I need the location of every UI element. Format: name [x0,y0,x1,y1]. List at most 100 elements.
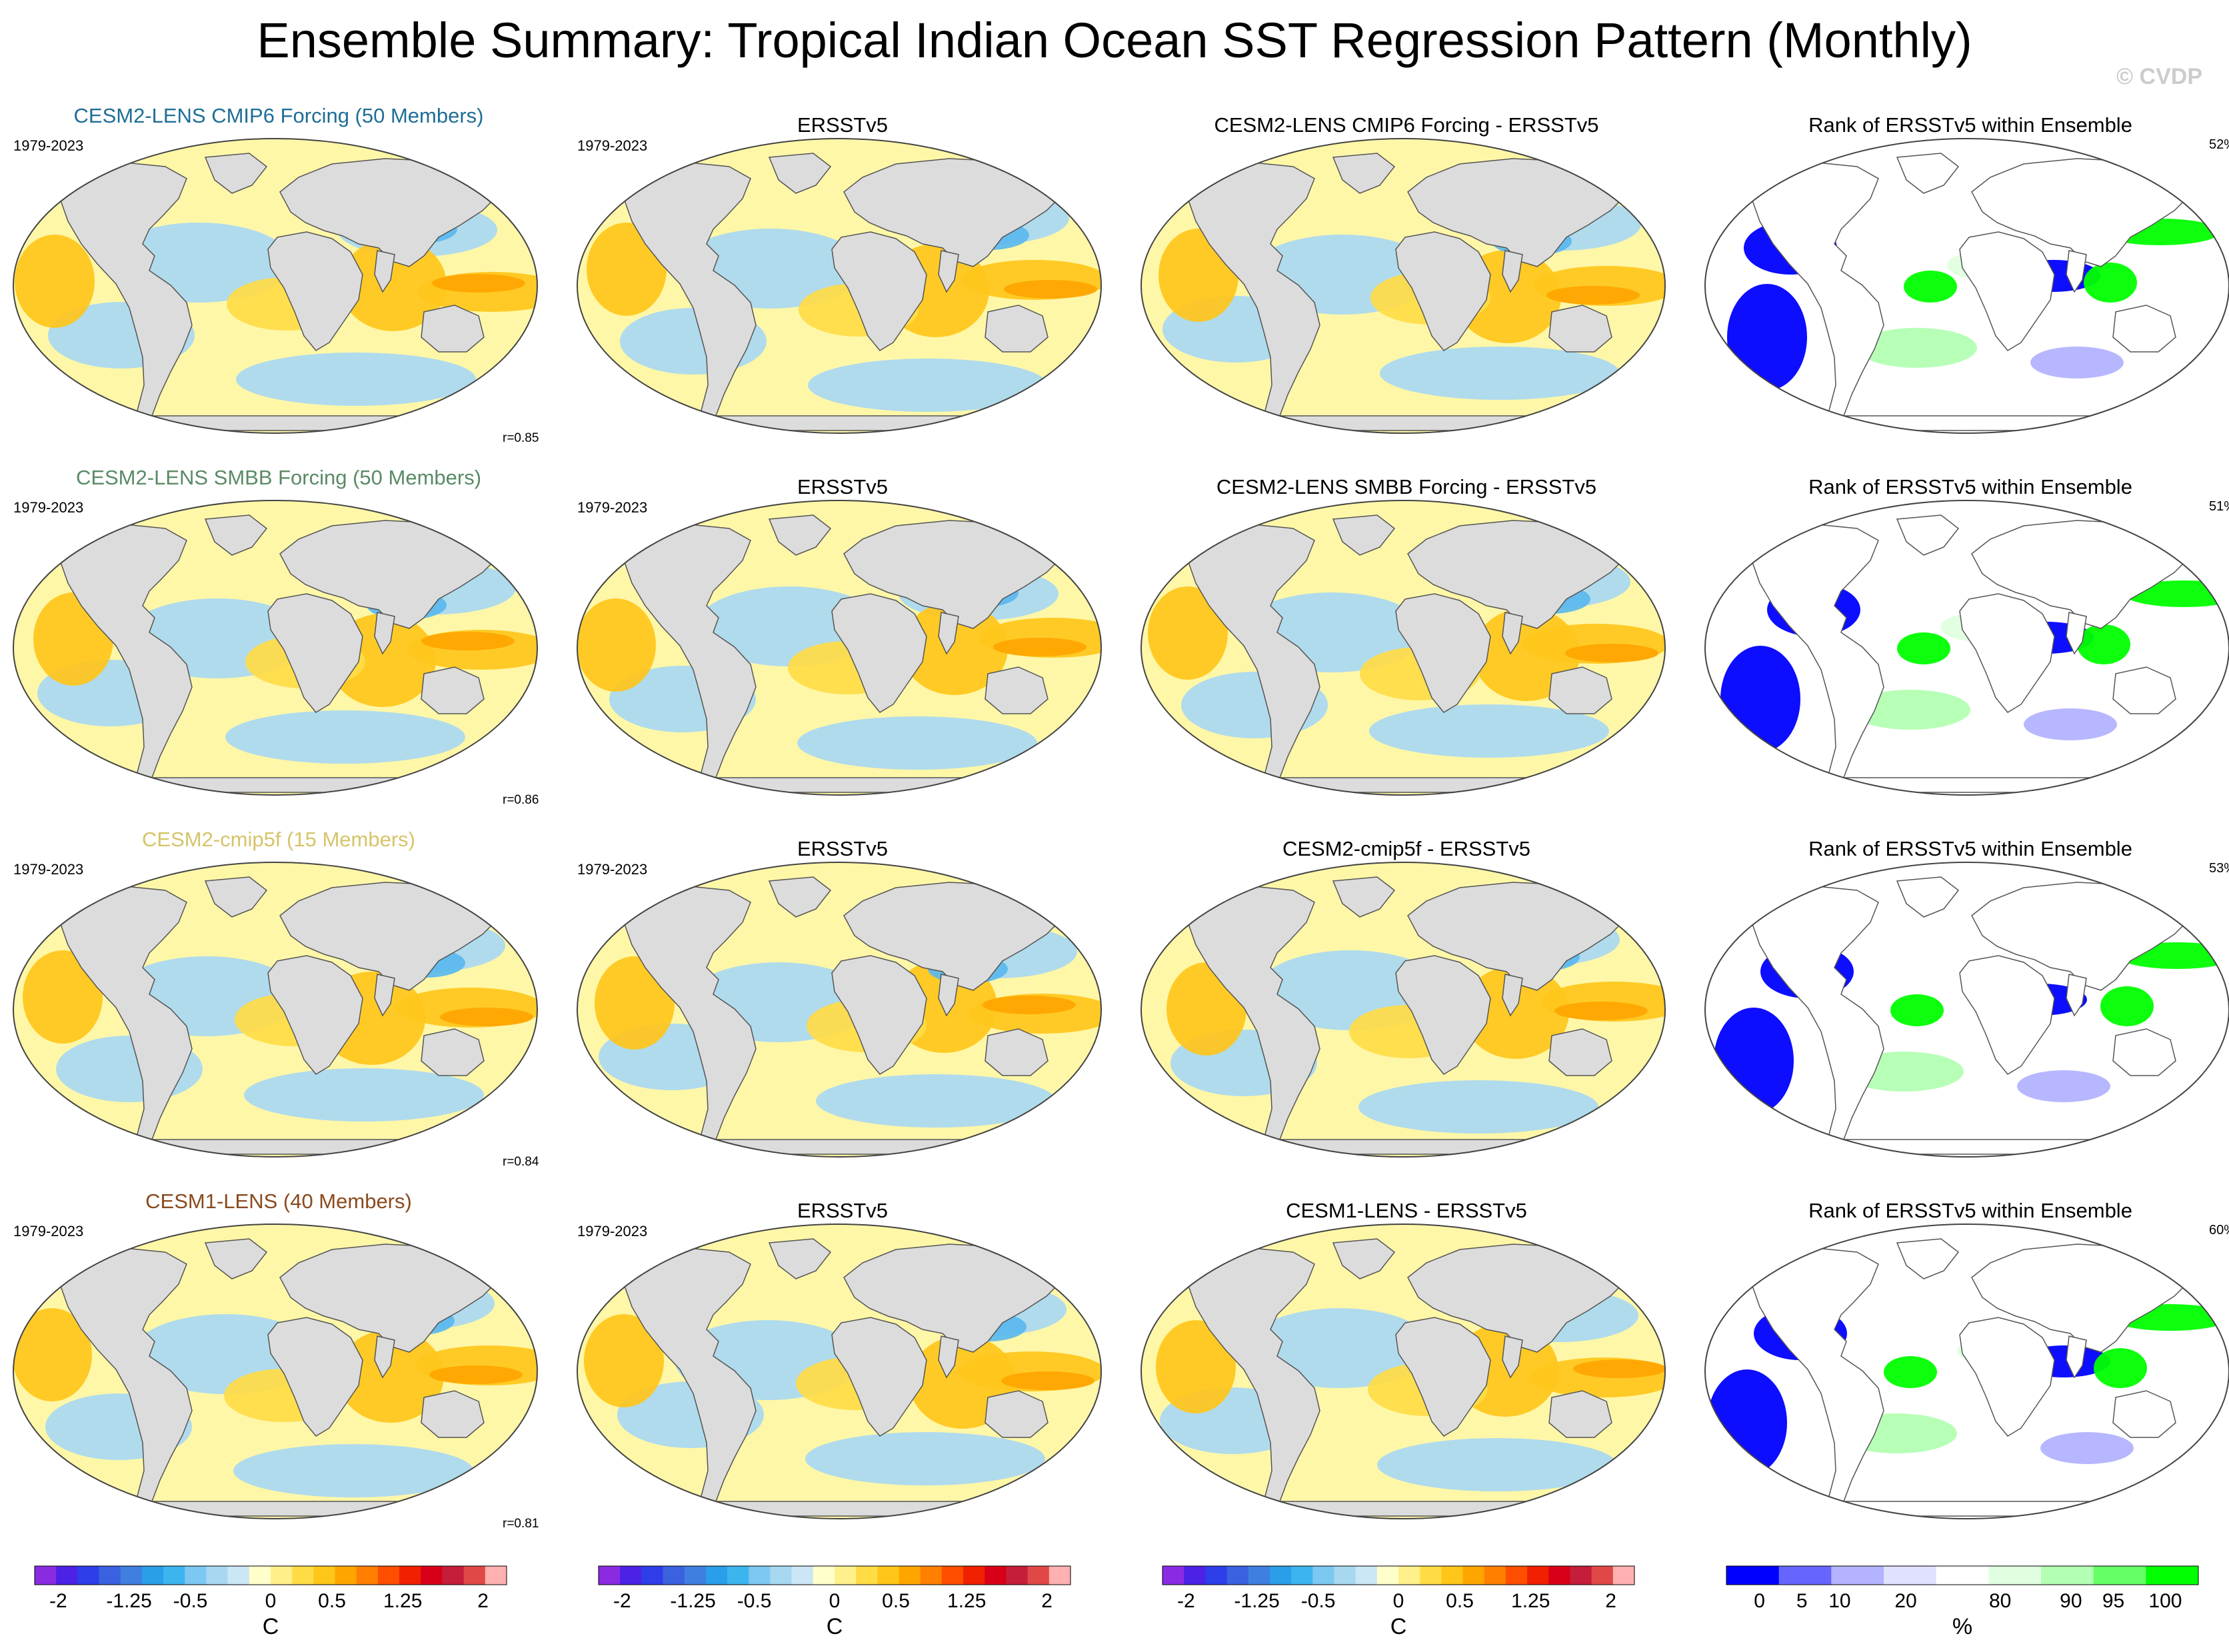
land-greenland [1332,1238,1396,1279]
panel-model-row4: CESM1-LENS (40 Members) 1979-2023 r=0.81 [0,1190,557,1554]
land-antarctica [97,777,453,793]
colorbar-swatch [56,1566,78,1585]
colorbar-swatch [1441,1566,1464,1585]
land-americas [623,886,757,1153]
figure-title: Ensemble Summary: Tropical Indian Ocean … [257,13,1972,68]
land-antarctica [661,777,1017,793]
colorbar-swatch [1527,1566,1549,1585]
land-australia [2112,1028,2176,1076]
colorbar-swatch [2093,1566,2146,1585]
land-americas [59,524,193,791]
land-australia [421,1028,485,1076]
colorbar-swatch [227,1566,250,1585]
colorbar-swatch [77,1566,100,1585]
land-africa [831,231,927,351]
world-map-diff [1140,500,1666,796]
period-label: 1979-2023 [577,499,648,516]
colorbar-swatch [99,1566,121,1585]
world-map-rank [1704,1224,2229,1519]
land-greenland [204,153,268,194]
colorbar-swatch [1312,1566,1334,1585]
colorbar-tick-label: 90 [2060,1590,2082,1612]
land-australia [1548,1390,1612,1438]
land-australia [2112,305,2176,353]
period-label: 1979-2023 [577,861,648,878]
land-eurasia [1971,1243,2193,1353]
land-india [2066,1335,2087,1379]
land-americas [623,162,757,429]
land-americas [1751,524,1884,791]
panel-title: CESM1-LENS (40 Members) [145,1190,412,1213]
sst-colorbar: -2 -1.25 -0.5 0 0.5 1.25 2 C [0,1563,557,1650]
panel-model-row2: CESM2-LENS SMBB Forcing (50 Members) 1979… [0,466,557,830]
panel-obs-row3: ERSSTv5 1979-2023 [564,830,1121,1192]
land-eurasia [843,882,1065,991]
colorbar-swatch [292,1566,314,1585]
colorbar-swatch [163,1566,185,1585]
colorbar-tick-label: -1.25 [1234,1590,1280,1612]
land-africa [267,955,363,1075]
colorbar-swatch [1778,1566,1832,1585]
panel-title: ERSSTv5 [797,837,889,860]
land-africa [831,955,927,1075]
rank-colorbar: 0 5 10 20 80 90 95 100% [1692,1563,2229,1650]
land-africa [1395,593,1491,713]
period-label: 1979-2023 [13,1223,84,1239]
land-americas [1751,1247,1884,1515]
colorbar-swatch [1420,1566,1442,1585]
colorbar-swatch [442,1566,465,1585]
colorbar-swatch [920,1566,943,1585]
panel-rank-row2: Rank of ERSSTv5 within Ensemble 51% [1692,468,2229,830]
panel-title: ERSSTv5 [797,1199,889,1222]
colorbar-swatch [963,1566,985,1585]
land-africa [831,1317,927,1437]
colorbar-swatch [1612,1566,1635,1585]
colorbar-swatch [1726,1566,1780,1585]
colorbar-unit: C [826,1614,843,1639]
panel-title: Rank of ERSSTv5 within Ensemble [1808,475,2132,498]
panel-diff-row3: CESM2-cmip5f - ERSSTv5 [1128,830,1685,1192]
land-greenland [204,876,268,918]
world-map-model [13,138,538,434]
land-australia [1548,1028,1612,1076]
colorbar-tick-label: 2 [477,1590,489,1612]
land-africa [1395,231,1491,351]
world-map-diff [1140,1224,1666,1519]
colorbar-tick-label: -2 [1177,1590,1195,1612]
colorbar-swatch [620,1566,642,1585]
land-africa [1959,955,2055,1075]
land-eurasia [1407,158,1629,267]
colorbar-unit: C [262,1614,279,1639]
colorbar-tick-label: 10 [1828,1590,1851,1612]
period-label: 1979-2023 [577,1223,648,1239]
land-australia [1548,305,1612,353]
land-africa [267,231,363,351]
land-africa [1395,955,1491,1075]
colorbar-swatch [1334,1566,1356,1585]
colorbar-swatch [356,1566,379,1585]
colorbar-tick-label: 0 [829,1590,841,1612]
colorbar-tick-label: 1.25 [947,1590,987,1612]
world-map-obs [577,138,1102,434]
colorbar-tick-label: 1.25 [1511,1590,1550,1612]
colorbar-tick-label: -2 [613,1590,631,1612]
land-australia [985,1028,1049,1076]
colorbar-tick-label: 95 [2102,1590,2125,1612]
panel-obs-row4: ERSSTv5 1979-2023 [564,1192,1121,1554]
world-map-obs [577,500,1102,796]
land-americas [59,886,193,1153]
land-americas [1187,524,1320,791]
colorbar-swatch [271,1566,293,1585]
land-india [374,974,395,1017]
land-india [2066,974,2087,1017]
land-australia [2112,1390,2176,1438]
rank-percent-label: 60% [2208,1223,2229,1238]
land-india [374,612,395,655]
panel-title: CESM1-LENS - ERSSTv5 [1286,1199,1527,1222]
land-greenland [1896,876,1960,918]
land-antarctica [97,415,453,431]
colorbar-swatch [813,1566,835,1585]
colorbar-swatch [249,1566,271,1585]
land-antarctica [1225,1139,1581,1155]
colorbar-swatch [1205,1566,1228,1585]
